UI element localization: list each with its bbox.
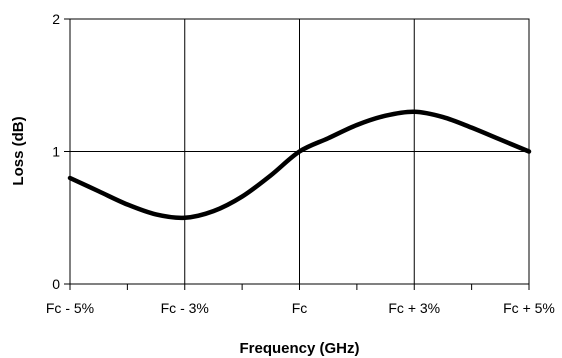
x-tick-labels: Fc - 5% Fc - 3% Fc Fc + 3% Fc + 5% xyxy=(46,300,555,316)
x-tick-label: Fc - 3% xyxy=(161,300,209,316)
x-tick-label: Fc + 5% xyxy=(503,300,555,316)
y-tick-label: 2 xyxy=(52,11,60,27)
x-tick-label: Fc - 5% xyxy=(46,300,94,316)
y-tick-labels: 0 1 2 xyxy=(52,11,60,292)
x-axis-title: Frequency (GHz) xyxy=(239,340,359,357)
y-tick-label: 0 xyxy=(52,276,60,292)
y-axis-title: Loss (dB) xyxy=(10,116,27,185)
loss-curve xyxy=(67,109,532,221)
x-tick-label: Fc xyxy=(292,300,308,316)
y-tick-label: 1 xyxy=(52,144,60,160)
x-tick-label: Fc + 3% xyxy=(388,300,440,316)
axis-ticks xyxy=(64,18,530,290)
